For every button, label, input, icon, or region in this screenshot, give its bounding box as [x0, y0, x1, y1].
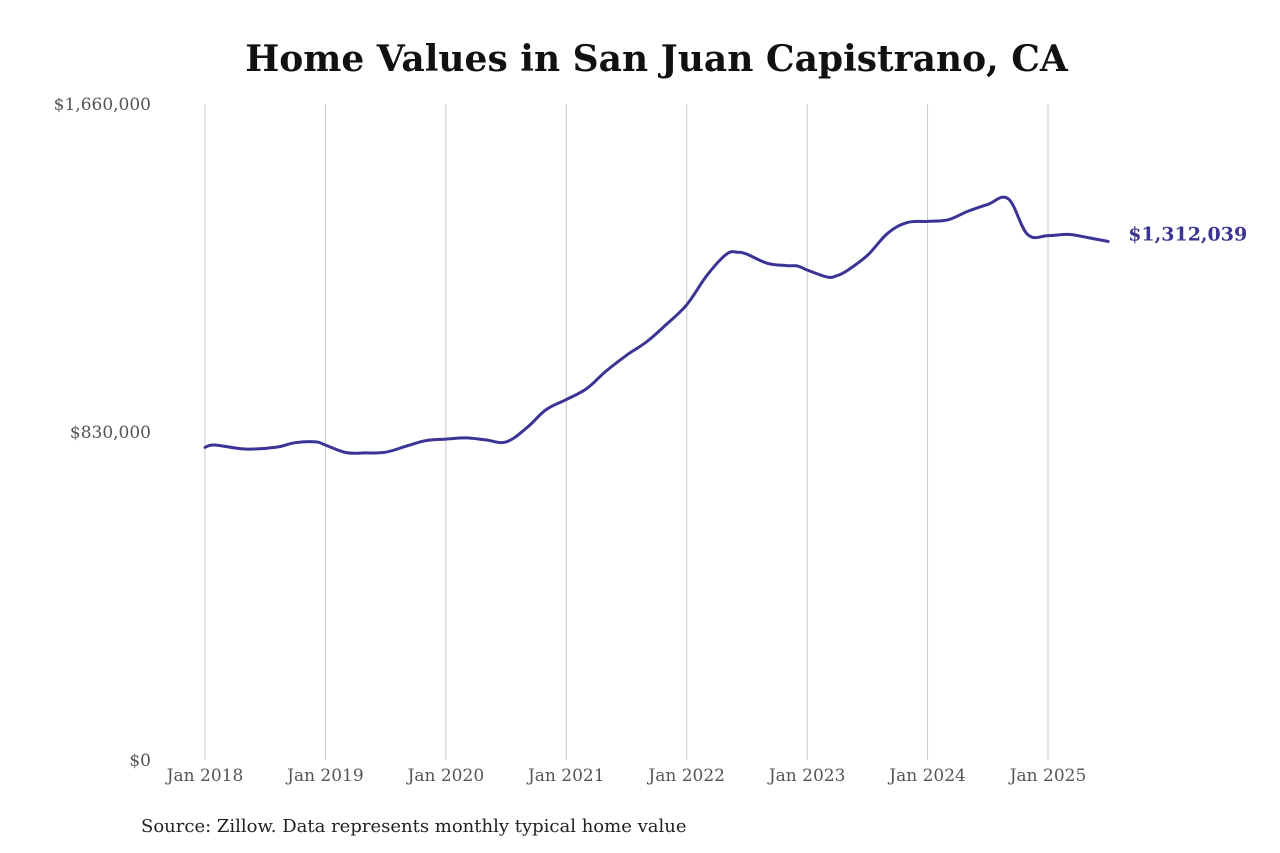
y-tick-label: $0: [129, 751, 151, 771]
chart-title: Home Values in San Juan Capistrano, CA: [245, 38, 1068, 80]
x-tick-label: Jan 2019: [285, 766, 364, 786]
series-line: [203, 195, 1110, 455]
gridlines: [204, 104, 1049, 760]
x-tick-label: Jan 2018: [165, 766, 244, 786]
source-note: Source: Zillow. Data represents monthly …: [141, 816, 687, 837]
x-tick-label: Jan 2025: [1008, 766, 1087, 786]
x-tick-label: Jan 2023: [767, 766, 846, 786]
y-axis-ticks: $0 $830,000 $1,660,000: [54, 95, 151, 771]
y-tick-label: $1,660,000: [54, 95, 151, 115]
x-axis-ticks: Jan 2018 Jan 2019 Jan 2020 Jan 2021 Jan 2022…: [165, 766, 1087, 786]
end-value-label: $1,312,039: [1128, 224, 1247, 246]
x-tick-label: Jan 2022: [646, 766, 725, 786]
x-tick-label: Jan 2021: [526, 766, 605, 786]
x-tick-label: Jan 2020: [406, 766, 485, 786]
y-tick-label: $830,000: [70, 423, 151, 443]
series-layer: $1,312,039: [203, 195, 1247, 455]
x-tick-label: Jan 2024: [887, 766, 966, 786]
